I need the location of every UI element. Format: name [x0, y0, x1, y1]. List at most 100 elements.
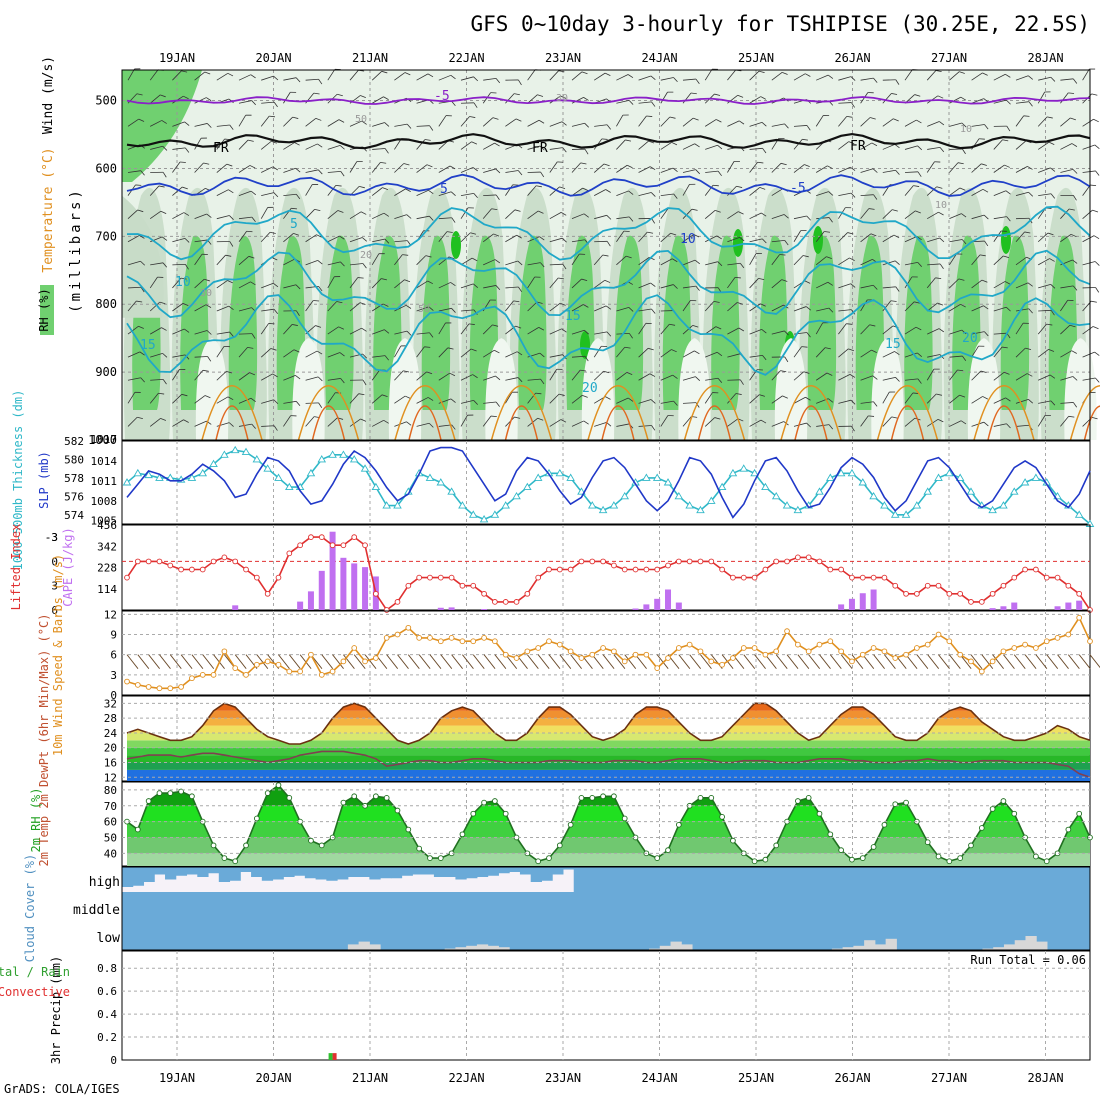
lifted-index-marker [253, 574, 260, 581]
wind-barb [904, 392, 919, 404]
wind-barb [126, 654, 139, 669]
wind-barb-feather [339, 352, 345, 357]
wind-barb-feather [737, 302, 743, 305]
thickness-marker [826, 473, 835, 481]
wind-barb [927, 121, 945, 127]
wind-barb [169, 654, 182, 669]
wind-barb [438, 424, 456, 430]
wind-barb [749, 419, 767, 427]
wind-barb-feather [296, 193, 301, 200]
thickness-marker [923, 487, 932, 495]
lifted-index-marker [1043, 574, 1050, 581]
thickness-marker [533, 473, 543, 481]
isotherm-FR [126, 132, 1091, 150]
wind-barb-staff [1082, 235, 1095, 243]
wind-barb [260, 115, 276, 127]
temp-band [127, 762, 1090, 770]
wind-barb-staff [372, 419, 384, 427]
wind-barb-feather [560, 212, 567, 216]
wind-speed-marker [416, 635, 422, 641]
y-tick-label: 574 [64, 509, 84, 522]
wind-barb-staff [1060, 300, 1069, 312]
wind-barb [349, 379, 367, 386]
wind-barb-staff [704, 301, 715, 312]
wind-barb-feather [869, 117, 876, 120]
wind-barb-feather [758, 70, 765, 74]
isotherm-25 [973, 384, 1035, 441]
wind-barb-staff [860, 375, 873, 381]
lifted-index-marker [124, 574, 130, 581]
wind-barb [970, 654, 983, 669]
cloud-high-bar [917, 867, 930, 892]
cloud-low-bar [444, 948, 456, 950]
wind-barb-feather [516, 351, 523, 356]
wind-barb-feather [428, 189, 434, 194]
wind-barb-feather [203, 162, 210, 165]
lifted-index-marker [232, 558, 239, 565]
wind-barb-staff [416, 125, 430, 127]
cape-bar [318, 570, 325, 610]
thickness-marker [468, 510, 478, 518]
wind-barb-feather [540, 171, 545, 178]
wind-barb-staff [1060, 117, 1071, 127]
wind-barb-staff [993, 216, 1007, 220]
wind-barb-feather [184, 328, 190, 333]
wind-barb-feather [139, 351, 145, 356]
temp-band [127, 740, 1090, 748]
wind-barb [327, 68, 341, 81]
thickness-marker [620, 491, 630, 500]
wind-barb [816, 191, 834, 196]
wind-barb-feather [983, 421, 989, 427]
wind-barb-feather [228, 305, 234, 310]
wind-barb [993, 190, 1011, 196]
wind-barb-staff [149, 327, 162, 335]
wind-barb-staff [926, 277, 936, 289]
wind-barb [815, 115, 830, 127]
wind-barb-staff [1060, 92, 1069, 104]
y-tick-label: 40 [104, 847, 117, 860]
wind-barb-feather [384, 329, 390, 334]
wind-barb-staff [682, 325, 693, 335]
wind-barb-staff [216, 346, 225, 358]
y-tick-label: 20 [104, 742, 117, 755]
wind-barb [993, 397, 1011, 404]
isotherm--5 [126, 96, 1091, 105]
wind-barb-feather [250, 397, 256, 403]
wind-barb [616, 307, 634, 312]
wind-barb-feather [628, 397, 634, 402]
wind-barb-feather [828, 217, 833, 223]
wind-barb-staff [616, 423, 630, 427]
wind-barb-feather [162, 146, 168, 151]
wind-barb [838, 373, 856, 381]
thickness-marker [1031, 473, 1041, 481]
wind-barb [1015, 373, 1033, 381]
rh2m-marker [145, 798, 152, 804]
wind-barb [682, 143, 700, 150]
wind-barb [483, 401, 500, 407]
wind-barb [305, 143, 323, 150]
wind-barb-staff [727, 418, 739, 427]
wind-barb-feather [292, 116, 299, 119]
wind-barb-staff [349, 69, 359, 81]
wind-barb-feather [515, 118, 522, 122]
y-tick-label: 3 [110, 669, 117, 682]
wind-barb [505, 260, 523, 266]
wind-speed-marker [340, 658, 347, 665]
wind-barb-feather [227, 280, 233, 284]
wind-barb-staff [838, 166, 851, 173]
thickness-marker [490, 510, 500, 518]
wind-barb-staff [749, 147, 763, 150]
wind-barb-feather [294, 142, 300, 146]
wind-barb-staff [749, 212, 762, 220]
wind-barb [438, 372, 456, 381]
wind-barb-feather [428, 306, 434, 311]
wind-barb [416, 215, 434, 221]
wind-barb [194, 304, 212, 312]
wind-barb [438, 231, 453, 243]
wind-barb-staff [682, 208, 693, 219]
wind-barb-feather [273, 425, 278, 431]
wind-barb-feather [160, 210, 167, 214]
wind-barb-feather [467, 414, 474, 416]
wind-barb [793, 215, 811, 221]
thickness-marker [750, 468, 759, 477]
